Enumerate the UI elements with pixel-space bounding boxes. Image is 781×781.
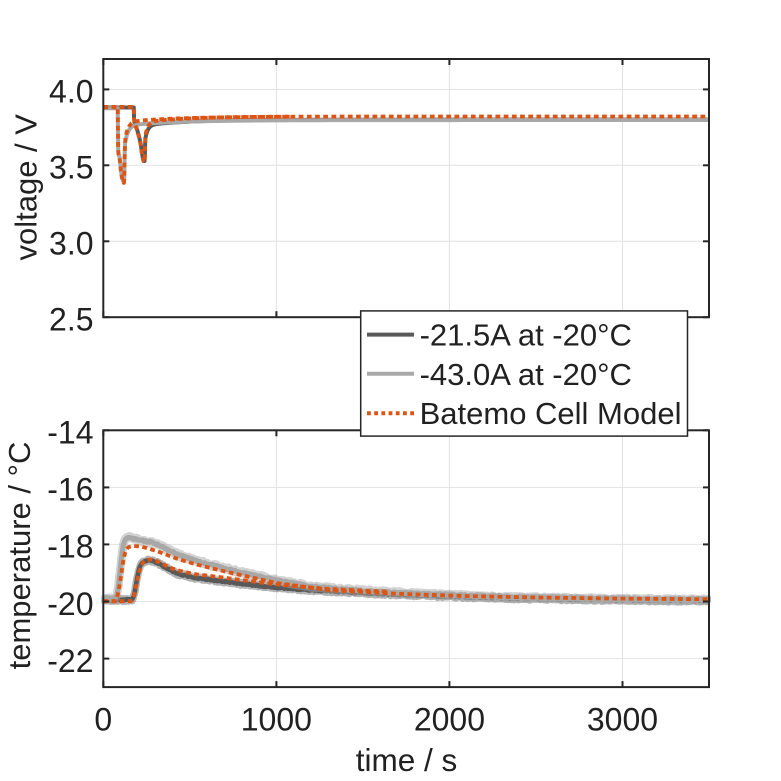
svg-text:-18: -18 <box>47 529 93 565</box>
svg-text:-20: -20 <box>47 586 93 622</box>
svg-text:Batemo Cell Model: Batemo Cell Model <box>420 396 682 431</box>
svg-text:3000: 3000 <box>587 702 658 738</box>
svg-text:-43.0A at -20°C: -43.0A at -20°C <box>420 357 632 392</box>
svg-text:voltage / V: voltage / V <box>9 114 44 261</box>
svg-text:time / s: time / s <box>356 742 458 778</box>
svg-text:-22: -22 <box>47 643 93 679</box>
svg-text:0: 0 <box>94 702 112 738</box>
svg-text:1000: 1000 <box>241 702 312 738</box>
svg-text:4.0: 4.0 <box>49 74 93 110</box>
svg-text:3.5: 3.5 <box>49 150 93 186</box>
svg-text:3.0: 3.0 <box>49 226 93 262</box>
svg-text:temperature / °C: temperature / °C <box>2 442 37 670</box>
svg-text:-21.5A at -20°C: -21.5A at -20°C <box>420 318 632 353</box>
svg-text:-16: -16 <box>47 472 93 508</box>
svg-text:2.5: 2.5 <box>49 302 93 338</box>
svg-text:-14: -14 <box>47 415 93 451</box>
svg-text:2000: 2000 <box>414 702 485 738</box>
